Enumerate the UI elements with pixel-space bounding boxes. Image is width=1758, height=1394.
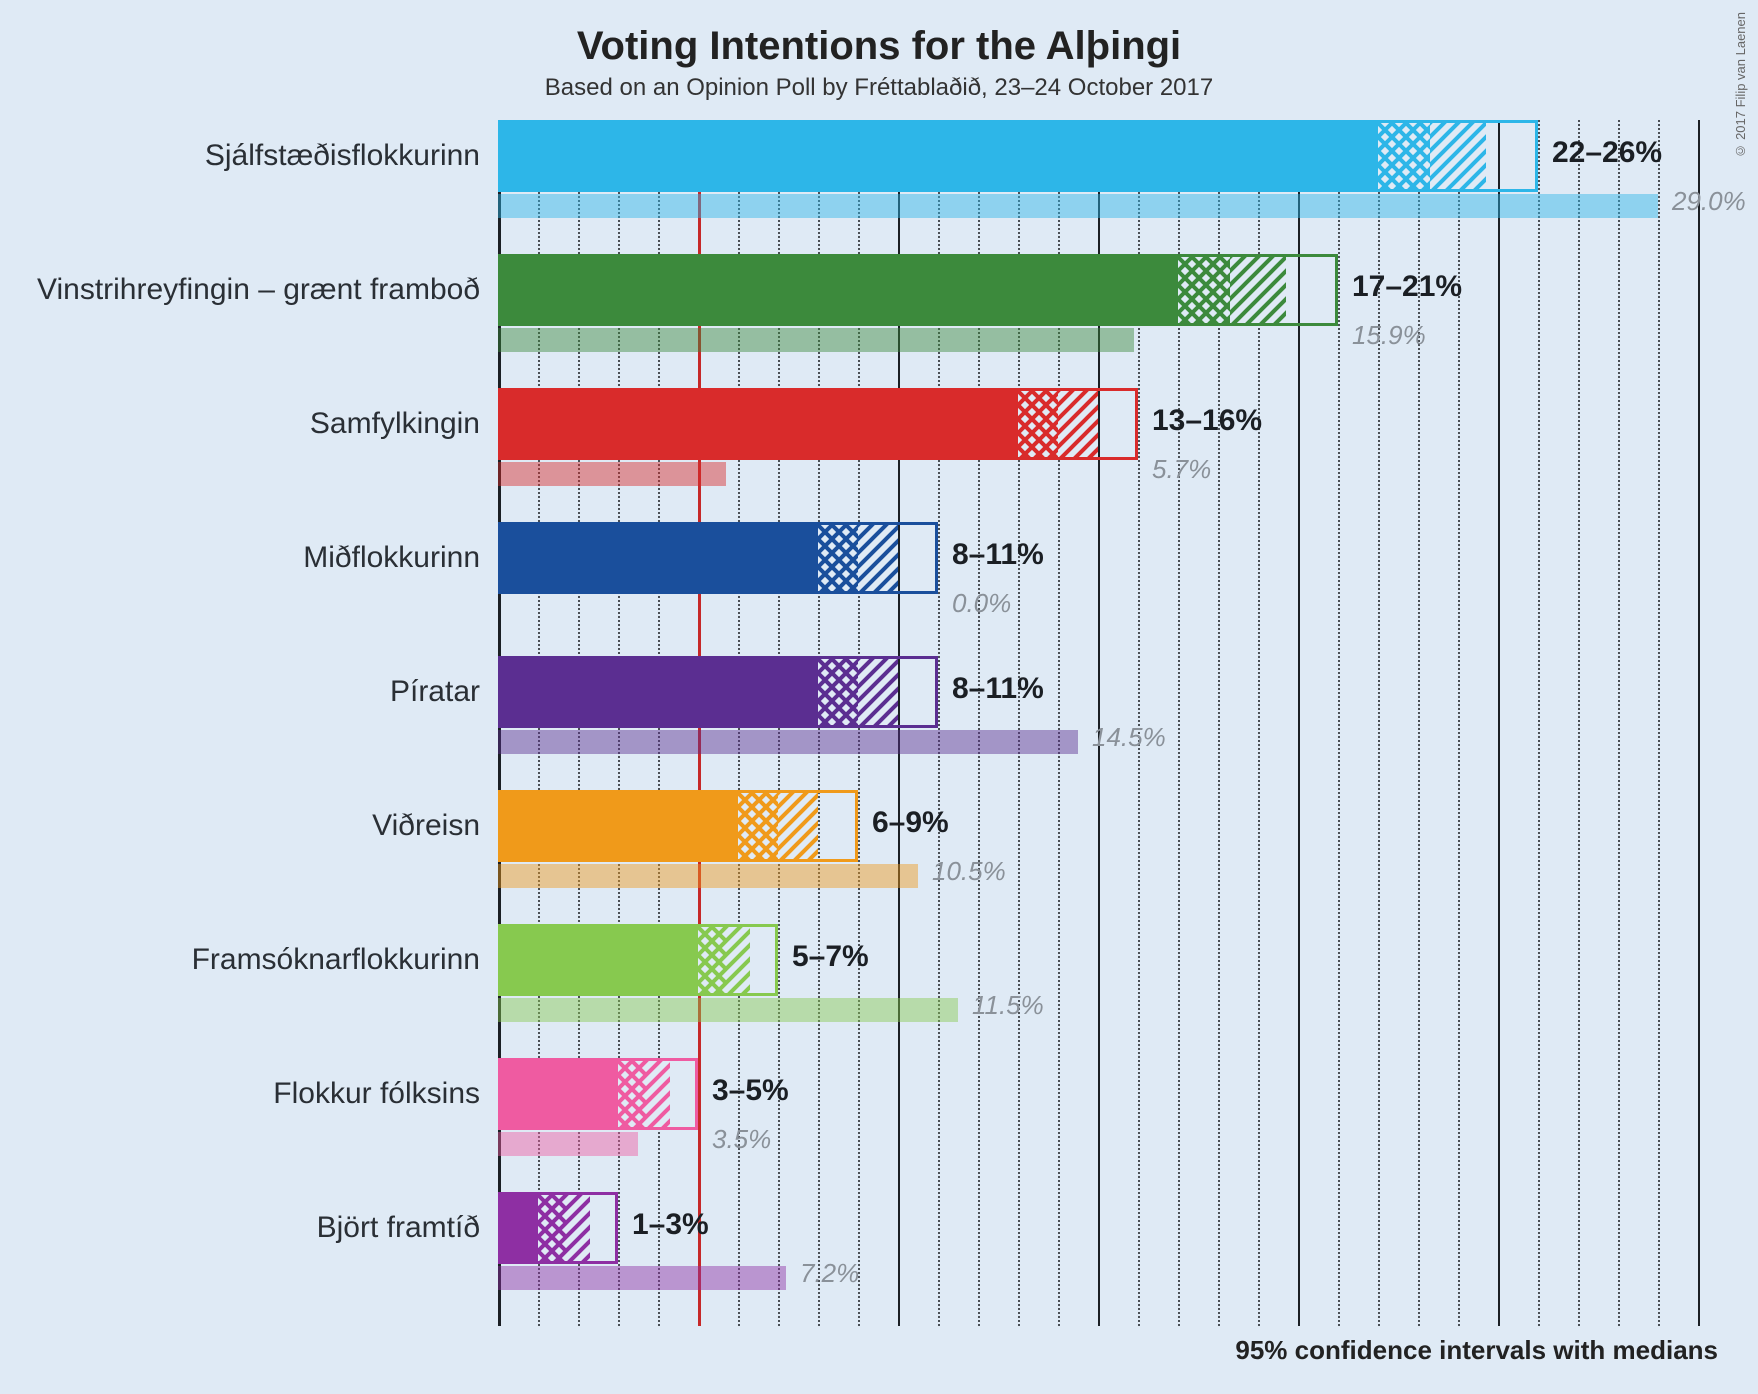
ci-solid bbox=[498, 927, 698, 993]
previous-result-bar bbox=[498, 1132, 638, 1156]
party-label: Viðreisn bbox=[372, 790, 480, 862]
ci-crosshatch bbox=[818, 659, 858, 725]
ci-range-label: 13–16% bbox=[1152, 404, 1262, 438]
ci-solid bbox=[498, 659, 818, 725]
party-row: Vinstrihreyfingin – grænt framboð 17–21% 1… bbox=[0, 254, 1758, 388]
ci-solid bbox=[498, 391, 1018, 457]
ci-range-label: 8–11% bbox=[952, 538, 1044, 572]
party-row: Miðflokkurinn 8–11% 0.0% bbox=[0, 522, 1758, 656]
previous-result-label: 5.7% bbox=[1152, 454, 1211, 485]
party-label: Vinstrihreyfingin – grænt framboð bbox=[37, 254, 480, 326]
previous-result-label: 7.2% bbox=[800, 1258, 859, 1289]
previous-result-bar bbox=[498, 1266, 786, 1290]
previous-result-label: 11.5% bbox=[972, 990, 1044, 1021]
previous-result-label: 14.5% bbox=[1092, 722, 1166, 753]
ci-crosshatch bbox=[818, 525, 858, 591]
ci-hatch bbox=[858, 659, 898, 725]
party-row: Framsóknarflokkurinn 5–7% 11.5% bbox=[0, 924, 1758, 1058]
party-row: Píratar 8–11% 14.5% bbox=[0, 656, 1758, 790]
ci-range-label: 8–11% bbox=[952, 672, 1044, 706]
previous-result-bar bbox=[498, 194, 1658, 218]
ci-crosshatch bbox=[618, 1061, 646, 1127]
previous-result-bar bbox=[498, 864, 918, 888]
ci-hatch bbox=[566, 1195, 590, 1261]
ci-crosshatch bbox=[1018, 391, 1058, 457]
previous-result-label: 3.5% bbox=[712, 1124, 771, 1155]
ci-bar bbox=[498, 656, 938, 728]
ci-hatch bbox=[726, 927, 750, 993]
ci-range-label: 17–21% bbox=[1352, 270, 1462, 304]
ci-crosshatch bbox=[1178, 257, 1230, 323]
ci-hatch bbox=[1430, 123, 1486, 189]
party-label: Sjálfstæðisflokkurinn bbox=[205, 120, 480, 192]
ci-bar bbox=[498, 522, 938, 594]
ci-solid bbox=[498, 1061, 618, 1127]
ci-hatch bbox=[1230, 257, 1286, 323]
ci-bar bbox=[498, 924, 778, 996]
party-label: Framsóknarflokkurinn bbox=[192, 924, 480, 996]
ci-solid bbox=[498, 793, 738, 859]
ci-range-label: 5–7% bbox=[792, 940, 869, 974]
ci-crosshatch bbox=[698, 927, 726, 993]
ci-solid bbox=[498, 123, 1378, 189]
ci-hatch bbox=[858, 525, 898, 591]
ci-hatch bbox=[778, 793, 818, 859]
party-label: Flokkur fólksins bbox=[273, 1058, 480, 1130]
ci-hatch bbox=[646, 1061, 670, 1127]
ci-crosshatch bbox=[538, 1195, 566, 1261]
previous-result-bar bbox=[498, 730, 1078, 754]
previous-result-bar bbox=[498, 462, 726, 486]
ci-bar bbox=[498, 388, 1138, 460]
ci-solid bbox=[498, 1195, 538, 1261]
ci-bar bbox=[498, 1058, 698, 1130]
ci-hatch bbox=[1058, 391, 1098, 457]
party-row: Flokkur fólksins 3–5% 3.5% bbox=[0, 1058, 1758, 1192]
footer-note: 95% confidence intervals with medians bbox=[1235, 1335, 1718, 1366]
ci-range-label: 3–5% bbox=[712, 1074, 789, 1108]
party-label: Píratar bbox=[390, 656, 480, 728]
party-row: Sjálfstæðisflokkurinn 22–26% 29.0% bbox=[0, 120, 1758, 254]
ci-bar bbox=[498, 1192, 618, 1264]
party-label: Samfylkingin bbox=[310, 388, 480, 460]
ci-bar bbox=[498, 254, 1338, 326]
previous-result-bar bbox=[498, 328, 1134, 352]
ci-solid bbox=[498, 257, 1178, 323]
ci-range-label: 6–9% bbox=[872, 806, 949, 840]
ci-bar bbox=[498, 120, 1538, 192]
chart-subtitle: Based on an Opinion Poll by Fréttablaðið… bbox=[0, 74, 1758, 102]
ci-range-label: 22–26% bbox=[1552, 136, 1662, 170]
chart-title: Voting Intentions for the Alþingi bbox=[0, 24, 1758, 69]
ci-range-label: 1–3% bbox=[632, 1208, 709, 1242]
ci-crosshatch bbox=[1378, 123, 1430, 189]
ci-crosshatch bbox=[738, 793, 778, 859]
previous-result-label: 15.9% bbox=[1352, 320, 1426, 351]
ci-bar bbox=[498, 790, 858, 862]
previous-result-bar bbox=[498, 998, 958, 1022]
previous-result-label: 29.0% bbox=[1672, 186, 1746, 217]
party-label: Miðflokkurinn bbox=[303, 522, 480, 594]
party-label: Björt framtíð bbox=[317, 1192, 480, 1264]
party-row: Viðreisn 6–9% 10.5% bbox=[0, 790, 1758, 924]
previous-result-label: 0.0% bbox=[952, 588, 1011, 619]
ci-solid bbox=[498, 525, 818, 591]
party-row: Samfylkingin 13–16% 5.7% bbox=[0, 388, 1758, 522]
previous-result-label: 10.5% bbox=[932, 856, 1006, 887]
party-row: Björt framtíð 1–3% 7.2% bbox=[0, 1192, 1758, 1326]
